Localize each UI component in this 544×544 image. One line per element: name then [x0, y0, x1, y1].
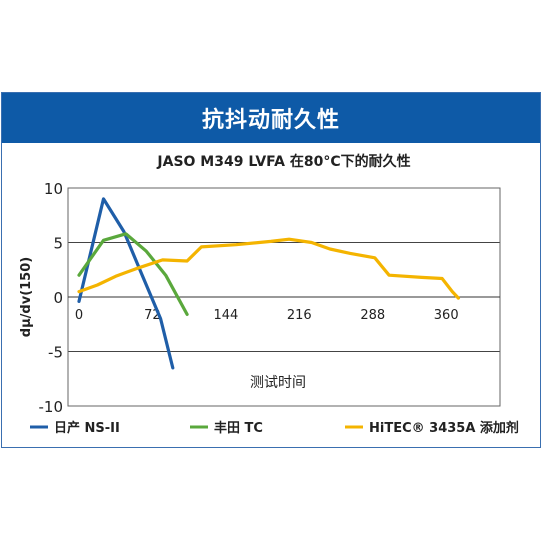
x-tick-label-5: 360	[434, 308, 459, 323]
y-axis-label: dμ/dv(150)	[19, 257, 34, 337]
x-tick-label-4: 288	[360, 308, 385, 323]
legend-label-2: HiTEC® 3435A 添加剂	[369, 420, 519, 436]
chart-title: JASO M349 LVFA 在80°C下的耐久性	[156, 153, 410, 170]
x-tick-label-2: 144	[213, 308, 238, 323]
x-tick-label-0: 0	[75, 308, 83, 323]
legend-label-0: 日产 NS-II	[54, 420, 120, 436]
y-tick-label-0: 10	[44, 180, 63, 198]
y-tick-label-2: 0	[53, 289, 63, 307]
legend-label-1: 丰田 TC	[214, 420, 263, 436]
series-line-2	[77, 237, 460, 300]
y-tick-label-1: 5	[53, 235, 63, 253]
x-axis-label: 测试时间	[250, 375, 306, 391]
series-line-1	[77, 232, 189, 316]
y-tick-label-3: -5	[48, 344, 63, 362]
chart-header: 抗抖动耐久性	[2, 93, 540, 143]
chart-frame: 抗抖动耐久性	[1, 92, 541, 448]
series-line-0	[77, 197, 175, 370]
y-tick-label-4: -10	[39, 398, 64, 416]
x-tick-label-3: 216	[287, 308, 312, 323]
